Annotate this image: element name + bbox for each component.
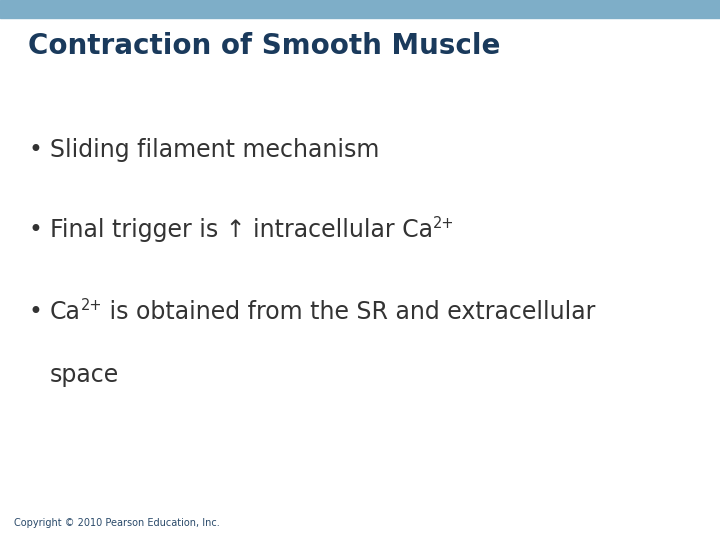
Bar (0, 0, 720, 18)
Text: Ca: Ca (50, 300, 81, 324)
Text: space: space (50, 363, 120, 387)
Text: is obtained from the SR and extracellular: is obtained from the SR and extracellula… (102, 300, 595, 324)
Text: 2+: 2+ (433, 216, 454, 231)
Text: Copyright © 2010 Pearson Education, Inc.: Copyright © 2010 Pearson Education, Inc. (14, 518, 220, 528)
Text: Sliding filament mechanism: Sliding filament mechanism (50, 138, 379, 162)
Text: •: • (28, 218, 42, 242)
Text: 2+: 2+ (81, 298, 102, 313)
Text: Final trigger is ↑ intracellular Ca: Final trigger is ↑ intracellular Ca (50, 218, 433, 242)
Text: •: • (28, 138, 42, 162)
Text: •: • (28, 300, 42, 324)
Text: Contraction of Smooth Muscle: Contraction of Smooth Muscle (28, 32, 500, 60)
